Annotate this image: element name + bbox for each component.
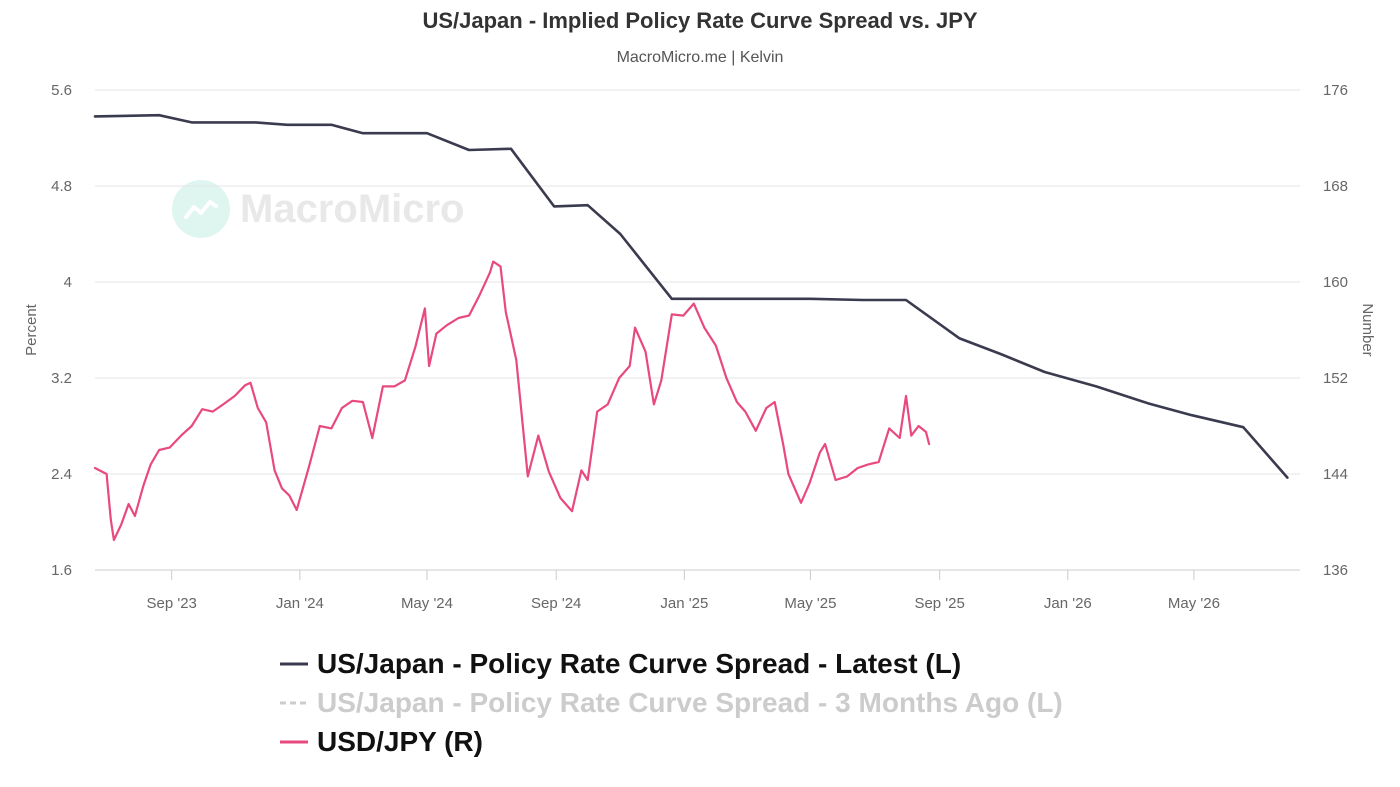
chart-subtitle: MacroMicro.me | Kelvin: [616, 49, 784, 66]
x-axis: Sep '23 Jan '24 May '24 Sep '24 Jan '25 May '…: [95, 569, 1300, 612]
right-axis: 136 144 152 160 168 176: [1323, 82, 1348, 579]
legend-item-spread-3m[interactable]: US/Japan - Policy Rate Curve Spread - 3 …: [280, 683, 1063, 722]
left-tick-label: 1.6: [51, 562, 72, 579]
watermark: MacroMicro: [172, 180, 465, 238]
legend-swatch-spread-latest: [280, 662, 308, 665]
chart-line-icon-glyph: [184, 200, 218, 219]
legend-swatch-usdjpy: [280, 740, 308, 743]
right-tick-label: 160: [1323, 274, 1348, 291]
right-tick-label: 176: [1323, 82, 1348, 99]
x-tick-label: Sep '25: [914, 595, 964, 612]
x-tick-label: May '24: [401, 595, 453, 612]
left-tick-label: 5.6: [51, 82, 72, 99]
left-tick-label: 2.4: [51, 466, 72, 483]
legend-item-spread-latest[interactable]: US/Japan - Policy Rate Curve Spread - La…: [280, 644, 1063, 683]
left-tick-label: 4: [64, 274, 72, 291]
left-tick-label: 4.8: [51, 178, 72, 195]
left-tick-label: 3.2: [51, 370, 72, 387]
chart-line-icon: [172, 180, 230, 238]
legend-label-spread-latest: US/Japan - Policy Rate Curve Spread - La…: [317, 647, 962, 679]
x-tick-label: Sep '23: [146, 595, 196, 612]
x-tick-label: Jan '24: [276, 595, 324, 612]
right-tick-label: 136: [1323, 562, 1348, 579]
chart-area: 1.6 2.4 3.2 4 4.8 5.6 136 144 152 160 168 176 Sep …: [23, 82, 1376, 612]
legend-swatch-spread-3m: [280, 701, 308, 704]
x-tick-label: May '26: [1168, 595, 1220, 612]
series-line-spread-latest[interactable]: [93, 113, 1289, 479]
legend-label-spread-3m: US/Japan - Policy Rate Curve Spread - 3 …: [317, 686, 1063, 718]
legend-label-usdjpy: USD/JPY (R): [317, 725, 483, 757]
right-tick-label: 168: [1323, 178, 1348, 195]
x-tick-label: Jan '26: [1044, 595, 1092, 612]
legend: US/Japan - Policy Rate Curve Spread - La…: [280, 644, 1063, 761]
x-tick-label: Sep '24: [531, 595, 581, 612]
right-tick-label: 152: [1323, 370, 1348, 387]
watermark-text: MacroMicro: [240, 186, 465, 231]
right-axis-title: Number: [1359, 303, 1376, 356]
grid-layer: [95, 89, 1300, 571]
left-axis: 1.6 2.4 3.2 4 4.8 5.6: [51, 82, 72, 579]
x-tick-label: Jan '25: [660, 595, 708, 612]
x-tick-label: May '25: [784, 595, 836, 612]
series-layer: [93, 113, 1289, 542]
right-tick-label: 144: [1323, 466, 1348, 483]
legend-item-usdjpy[interactable]: USD/JPY (R): [280, 722, 1063, 761]
chart-title: US/Japan - Implied Policy Rate Curve Spr…: [422, 8, 978, 33]
left-axis-title: Percent: [23, 303, 40, 356]
series-line-usdjpy[interactable]: [93, 260, 931, 542]
